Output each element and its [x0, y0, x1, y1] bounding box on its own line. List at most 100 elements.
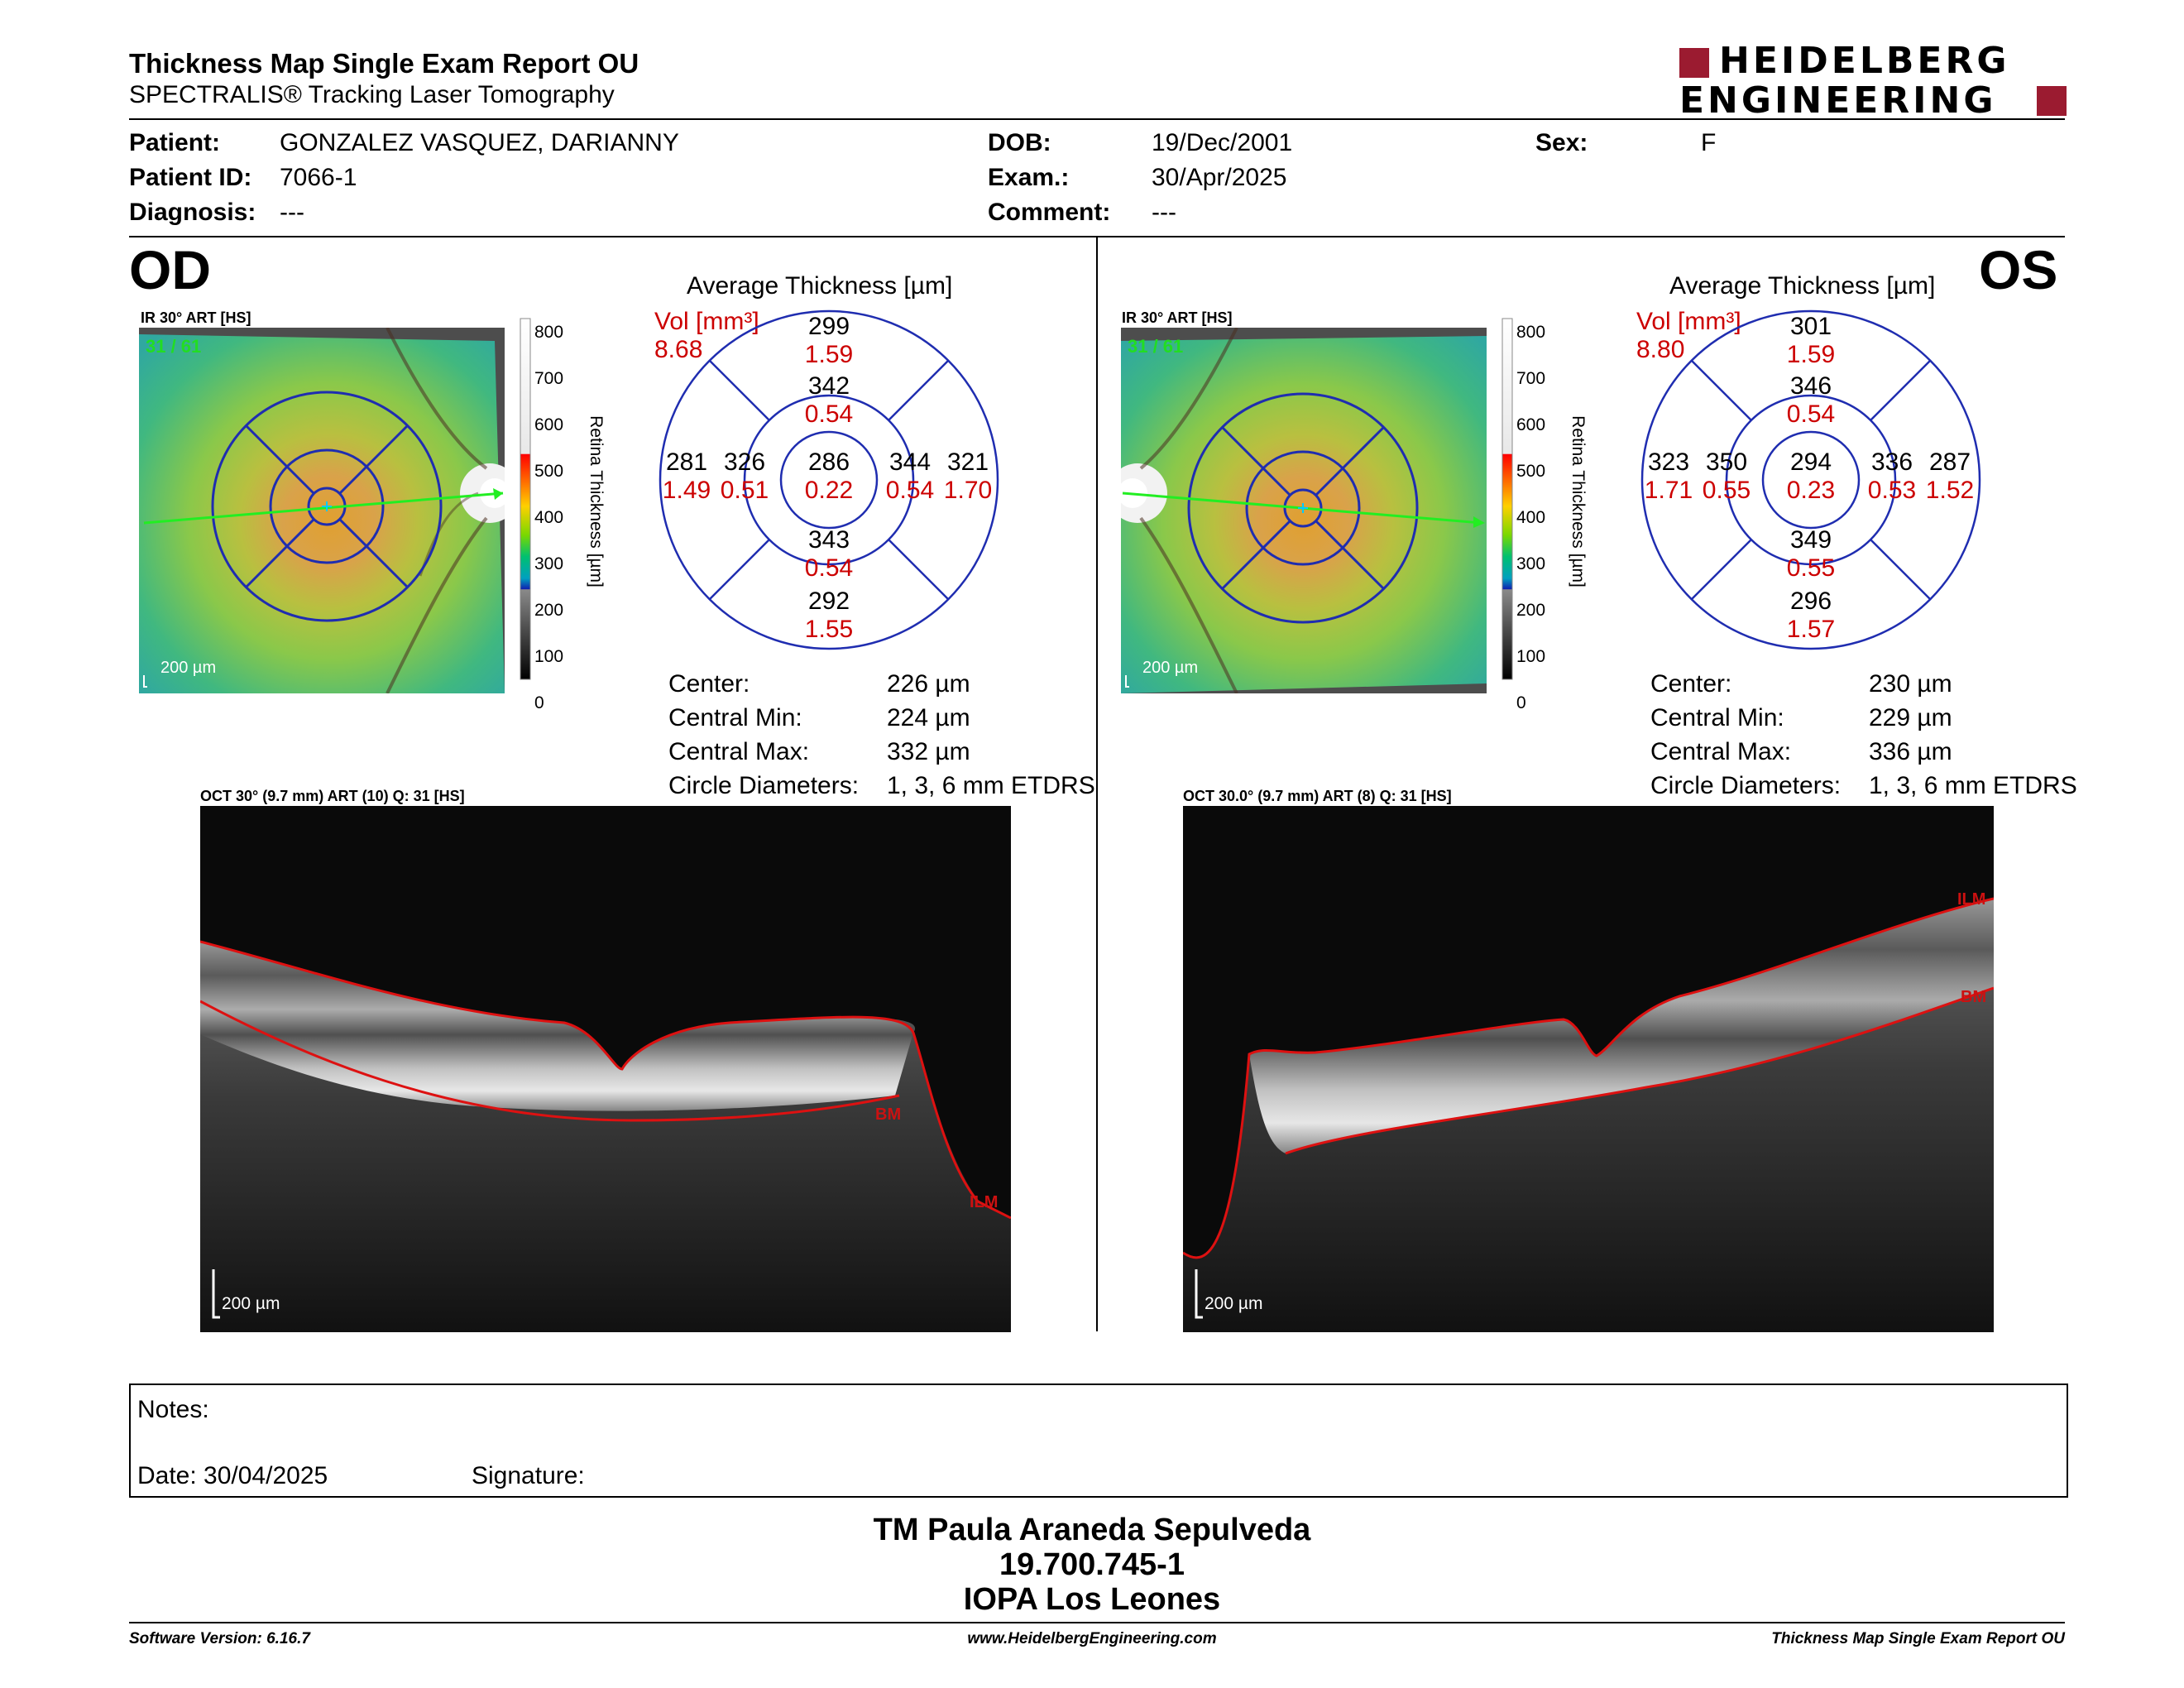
- os-stats: Center: 230 µm Central Min: 229 µm Central…: [1650, 670, 2077, 799]
- os-frame-counter: 31 / 61: [1128, 336, 1184, 357]
- comment-value: ---: [1152, 199, 1176, 226]
- od-oct-svg: [200, 940, 1011, 1332]
- signature-label: Signature:: [472, 1462, 585, 1489]
- os-outer-left: 323 1.71: [1644, 448, 1693, 504]
- colorbar-tick: 700: [534, 369, 564, 388]
- os-oct-label: OCT 30.0° (9.7 mm) ART (8) Q: 31 [HS]: [1183, 788, 1452, 804]
- colorbar-tick: 600: [534, 415, 564, 434]
- colorbar-tick: 400: [1516, 508, 1546, 527]
- footer-software-version: Software Version: 6.16.7: [129, 1630, 310, 1647]
- logo-text-line2: ENGINEERING: [1679, 79, 1997, 122]
- colorbar-tick: 200: [534, 601, 564, 620]
- od-fundus-svg: [139, 327, 520, 694]
- od-inner-inf: 343 0.54: [804, 526, 854, 582]
- os-etdrs-grid-overlay: [1187, 392, 1419, 624]
- colorbar-tick: 500: [1516, 462, 1546, 481]
- os-inner-left: 350 0.55: [1702, 448, 1751, 504]
- od-inner-left: 326 0.51: [720, 448, 769, 504]
- od-bm-label: BM: [875, 1105, 902, 1124]
- os-oct-scan: 200 µm ILM BM: [1183, 806, 1994, 1332]
- notes-box[interactable]: Notes: Date: 30/04/2025 Signature:: [129, 1383, 2068, 1498]
- os-vol-label: Vol [mm³]: [1636, 308, 1741, 335]
- os-etdrs-chart: [1640, 309, 1981, 650]
- od-eye-label: OD: [129, 239, 211, 300]
- os-outer-inf: 296 1.57: [1786, 587, 1836, 643]
- stamp-name: TM Paula Araneda Sepulveda: [873, 1513, 1311, 1547]
- colorbar-tick: 500: [534, 462, 564, 481]
- os-ilm-label: ILM: [1957, 890, 1986, 909]
- os-oct-scale: 200 µm: [1205, 1294, 1263, 1313]
- od-outer-inf: 292 1.55: [804, 587, 854, 643]
- dob-label: DOB:: [988, 129, 1051, 156]
- patient-id: 7066-1: [280, 164, 357, 191]
- od-outer-sup: 299 1.59: [804, 313, 854, 368]
- date-label: Date: 30/04/2025: [137, 1462, 328, 1489]
- colorbar-title: Retina Thickness [µm]: [587, 415, 606, 587]
- od-frame-counter: 31 / 61: [146, 336, 202, 357]
- os-thickness-map: 31 / 61 200 µm: [1108, 327, 1487, 694]
- sex-value: F: [1701, 129, 1717, 156]
- os-center: 294 0.23: [1786, 448, 1836, 504]
- os-chart-title: Average Thickness [µm]: [1669, 272, 1936, 300]
- od-vol-value: 8.68: [654, 336, 703, 363]
- os-scale-label: 200 µm: [1142, 659, 1199, 677]
- colorbar-tick: 300: [534, 554, 564, 573]
- os-bm-label: BM: [1961, 988, 1987, 1006]
- od-thickness-map: 31 / 61 200 µm: [139, 327, 520, 694]
- od-outer-left: 281 1.49: [662, 448, 711, 504]
- colorbar-tick: 100: [534, 647, 564, 666]
- od-inner-sup: 342 0.54: [804, 372, 854, 428]
- od-fundus-label: IR 30° ART [HS]: [141, 309, 251, 326]
- od-bm-line: [200, 1000, 900, 1122]
- od-etdrs-values: 299 1.59 342 0.54 286 0.22 343 0.54 292 1.55 …: [657, 308, 1001, 652]
- od-etdrs-chart: [659, 309, 999, 650]
- os-inner-inf: 349 0.55: [1786, 526, 1836, 582]
- od-scan-line: [143, 492, 504, 525]
- colorbar-tick: 400: [534, 508, 564, 527]
- od-inner-right: 344 0.54: [885, 448, 935, 504]
- od-scale-label: 200 µm: [160, 659, 217, 677]
- comment-label: Comment:: [988, 199, 1111, 226]
- exam-label: Exam.:: [988, 164, 1070, 191]
- colorbar-tick: 100: [1516, 647, 1546, 666]
- os-fundus-label: IR 30° ART [HS]: [1122, 309, 1233, 326]
- os-bm-line: [1285, 986, 1994, 1155]
- od-ilm-line: [200, 940, 1011, 1220]
- logo-text-line1: HEIDELBERG: [1719, 40, 2010, 82]
- od-colorbar: 800 700 600 500 400 300 200 100 0 Retina…: [513, 316, 606, 712]
- exam-value: 30/Apr/2025: [1152, 164, 1287, 191]
- heidelberg-logo: HEIDELBERG ENGINEERING: [1679, 41, 2067, 121]
- eye-divider: [1096, 237, 1098, 1331]
- od-center: 286 0.22: [804, 448, 854, 504]
- stamp-rut: 19.700.745-1: [999, 1547, 1185, 1582]
- dob-value: 19/Dec/2001: [1152, 129, 1293, 156]
- os-oct-svg: [1183, 897, 1994, 1332]
- os-inner-right: 336 0.53: [1867, 448, 1917, 504]
- os-ilm-line: [1183, 897, 1994, 1259]
- footer-website-link[interactable]: www.HeidelbergEngineering.com: [967, 1630, 1217, 1647]
- stamp-institution: IOPA Los Leones: [963, 1582, 1221, 1617]
- report-title: Thickness Map Single Exam Report OU: [129, 48, 639, 79]
- od-oct-label: OCT 30° (9.7 mm) ART (10) Q: 31 [HS]: [200, 788, 465, 804]
- os-fundus-svg: [1108, 327, 1487, 694]
- patient-id-label: Patient ID:: [129, 164, 252, 191]
- od-vol-label: Vol [mm³]: [654, 308, 759, 335]
- od-ilm-label: ILM: [970, 1193, 999, 1211]
- report-subtitle: SPECTRALIS® Tracking Laser Tomography: [129, 81, 615, 108]
- colorbar-tick: 800: [1516, 323, 1546, 342]
- od-oct-scale: 200 µm: [222, 1294, 280, 1313]
- os-etdrs-values: 301 1.59 346 0.54 294 0.23 349 0.55 296 1.57 …: [1639, 308, 1983, 652]
- colorbar-tick: 0: [534, 693, 544, 712]
- sex-label: Sex:: [1535, 129, 1588, 156]
- diagnosis-value: ---: [280, 199, 304, 226]
- od-chart-title: Average Thickness [µm]: [687, 272, 953, 300]
- od-outer-right: 321 1.70: [943, 448, 993, 504]
- os-vol-value: 8.80: [1636, 336, 1685, 363]
- patient-label: Patient:: [129, 129, 221, 156]
- os-outer-sup: 301 1.59: [1786, 313, 1836, 368]
- footer-report-name: Thickness Map Single Exam Report OU: [1771, 1630, 2065, 1647]
- od-stats: Center: 226 µm Central Min: 224 µm Central…: [668, 670, 1095, 799]
- od-oct-scan: 200 µm ILM BM: [200, 806, 1011, 1332]
- os-eye-label: OS: [1979, 239, 2058, 300]
- os-inner-sup: 346 0.54: [1786, 372, 1836, 428]
